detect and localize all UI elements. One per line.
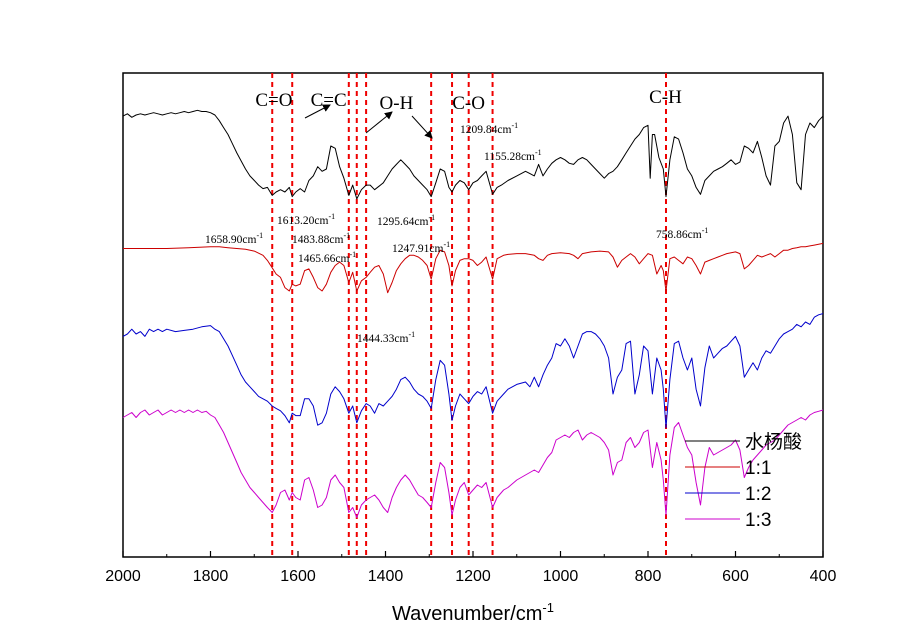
peak-label: 1295.64cm-1 [377, 213, 435, 228]
x-axis-title: Wavenumber/cm-1 [392, 600, 554, 625]
group-label: O-H [380, 93, 414, 114]
series-line-2 [123, 242, 824, 294]
legend-label: 水杨酸 [745, 431, 802, 453]
x-tick-label: 1000 [543, 568, 579, 585]
x-tick-label: 1800 [193, 568, 229, 585]
plot-frame [122, 72, 824, 558]
group-label: C-O [452, 93, 485, 114]
annotations: C=O C=C O-H C-O C-H 1658.90cm-1 1613.20cm-1 148… [205, 87, 708, 345]
peak-label: 1658.90cm-1 [205, 231, 263, 246]
x-axis: 2000 1800 1600 1400 1200 1000 800 600 400 Wavenum… [105, 551, 836, 625]
x-tick-label: 1600 [280, 568, 316, 585]
legend-label: 1:1 [745, 458, 771, 479]
peak-label: 1613.20cm-1 [277, 212, 335, 227]
legend-label: 1:3 [745, 510, 771, 531]
legend-label: 1:2 [745, 484, 771, 505]
x-tick-label: 1200 [455, 568, 491, 585]
peak-label: 1209.84cm-1 [460, 121, 518, 136]
plot-area [122, 72, 824, 558]
peak-label: 1465.66cm-1 [298, 250, 356, 265]
peak-label: 1247.91cm-1 [392, 240, 450, 255]
legend: 水杨酸 1:1 1:2 1:3 [685, 431, 802, 531]
x-tick-label: 800 [635, 568, 662, 585]
peak-label: 1483.88cm-1 [292, 231, 350, 246]
annotation-arrow [411, 115, 433, 139]
peak-label: 1444.33cm-1 [357, 330, 415, 345]
annotation-arrow [365, 111, 393, 134]
series-group [122, 109, 824, 518]
annotation-arrow [304, 104, 331, 119]
reference-lines [271, 73, 667, 557]
group-label: C=O [255, 90, 292, 111]
x-tick-label: 2000 [105, 568, 141, 585]
x-tick-label: 600 [722, 568, 749, 585]
group-label: C-H [649, 87, 682, 108]
peak-label: 758.86cm-1 [656, 226, 708, 241]
x-tick-label: 1400 [368, 568, 404, 585]
x-tick-label: 400 [810, 568, 837, 585]
group-label: C=C [311, 90, 347, 111]
peak-label: 1155.28cm-1 [484, 148, 542, 163]
series-line-4 [122, 409, 824, 518]
series-line-1 [122, 109, 824, 200]
series-line-3 [122, 313, 824, 429]
